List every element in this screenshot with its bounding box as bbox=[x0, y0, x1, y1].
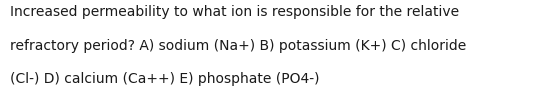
Text: (Cl-) D) calcium (Ca++) E) phosphate (PO4-): (Cl-) D) calcium (Ca++) E) phosphate (PO… bbox=[10, 72, 320, 86]
Text: Increased permeability to what ion is responsible for the relative: Increased permeability to what ion is re… bbox=[10, 5, 459, 19]
Text: refractory period? A) sodium (Na+) B) potassium (K+) C) chloride: refractory period? A) sodium (Na+) B) po… bbox=[10, 39, 466, 53]
